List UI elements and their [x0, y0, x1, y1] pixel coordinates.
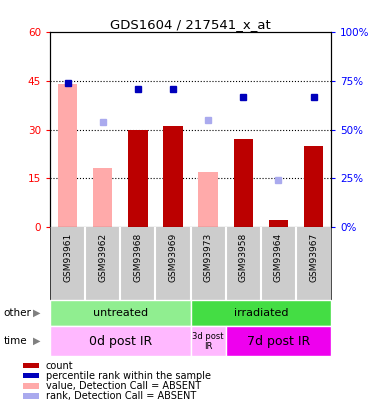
- Text: 7d post IR: 7d post IR: [247, 335, 310, 348]
- Text: GSM93961: GSM93961: [63, 232, 72, 282]
- Bar: [23, 373, 39, 378]
- Text: ▶: ▶: [33, 308, 40, 318]
- Bar: [304, 146, 323, 227]
- Text: GSM93962: GSM93962: [98, 232, 107, 282]
- Bar: [163, 126, 182, 227]
- Text: GSM93958: GSM93958: [239, 232, 248, 282]
- Text: GSM93967: GSM93967: [309, 232, 318, 282]
- Title: GDS1604 / 217541_x_at: GDS1604 / 217541_x_at: [110, 18, 271, 31]
- Bar: [269, 220, 288, 227]
- Text: rank, Detection Call = ABSENT: rank, Detection Call = ABSENT: [46, 391, 196, 401]
- Bar: [50, 300, 191, 326]
- Text: count: count: [46, 360, 74, 371]
- Text: percentile rank within the sample: percentile rank within the sample: [46, 371, 211, 381]
- Text: other: other: [4, 308, 32, 318]
- Text: ▶: ▶: [33, 336, 40, 346]
- Bar: [93, 168, 112, 227]
- Text: GSM93964: GSM93964: [274, 232, 283, 282]
- Bar: [191, 300, 331, 326]
- Bar: [199, 172, 218, 227]
- Bar: [23, 383, 39, 389]
- Bar: [23, 363, 39, 369]
- Text: untreated: untreated: [93, 308, 148, 318]
- Bar: [23, 393, 39, 399]
- Bar: [234, 139, 253, 227]
- Bar: [226, 326, 331, 356]
- Text: GSM93973: GSM93973: [204, 232, 213, 282]
- Text: 0d post IR: 0d post IR: [89, 335, 152, 348]
- Bar: [191, 326, 226, 356]
- Text: 3d post
IR: 3d post IR: [192, 332, 224, 351]
- Text: value, Detection Call = ABSENT: value, Detection Call = ABSENT: [46, 381, 201, 391]
- Text: GSM93969: GSM93969: [169, 232, 177, 282]
- Bar: [50, 326, 191, 356]
- Text: irradiated: irradiated: [234, 308, 288, 318]
- Bar: [128, 130, 147, 227]
- Text: GSM93968: GSM93968: [133, 232, 142, 282]
- Text: time: time: [4, 336, 27, 346]
- Bar: [58, 84, 77, 227]
